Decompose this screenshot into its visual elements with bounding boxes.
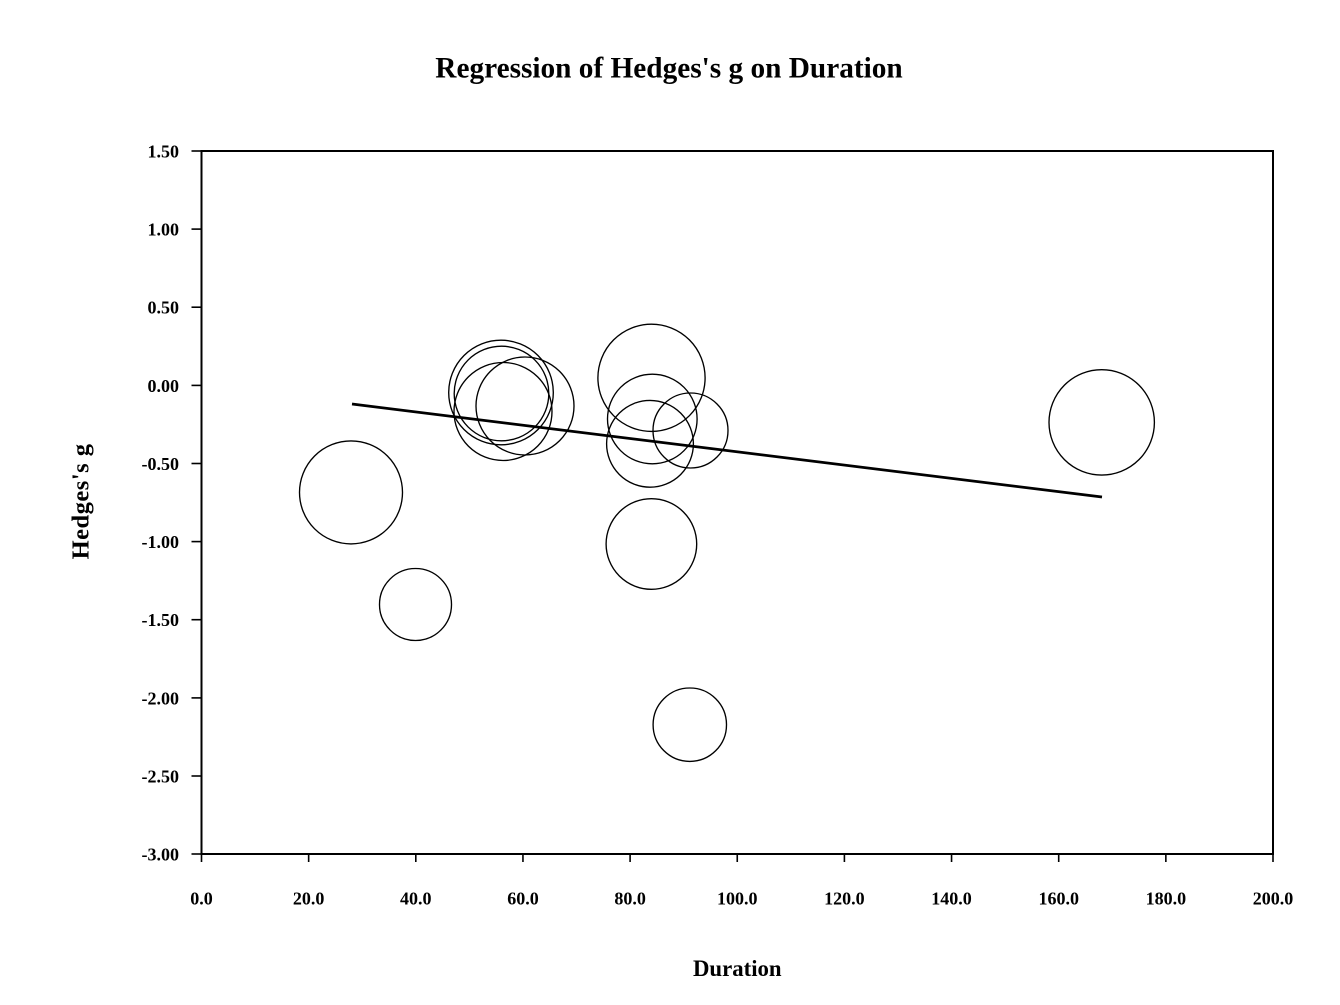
svg-text:1.00: 1.00 [148,220,180,240]
svg-text:200.0: 200.0 [1253,889,1294,909]
svg-text:0.50: 0.50 [148,298,180,318]
svg-text:Duration: Duration [693,956,782,981]
svg-text:160.0: 160.0 [1038,889,1079,909]
svg-text:180.0: 180.0 [1146,889,1187,909]
svg-text:0.00: 0.00 [148,376,180,396]
svg-text:100.0: 100.0 [717,889,758,909]
svg-text:1.50: 1.50 [148,142,180,162]
svg-text:140.0: 140.0 [931,889,972,909]
svg-text:Hedges's g: Hedges's g [68,443,95,559]
svg-text:0.0: 0.0 [190,889,213,909]
svg-text:80.0: 80.0 [614,889,646,909]
svg-text:40.0: 40.0 [400,889,432,909]
svg-text:120.0: 120.0 [824,889,865,909]
svg-text:Regression of Hedges's g on Du: Regression of Hedges's g on Duration [435,52,902,84]
svg-text:-2.50: -2.50 [142,767,180,787]
svg-text:-3.00: -3.00 [142,845,180,865]
svg-text:-2.00: -2.00 [142,688,180,708]
svg-text:-0.50: -0.50 [142,454,180,474]
svg-text:-1.00: -1.00 [142,532,180,552]
svg-text:60.0: 60.0 [507,889,539,909]
svg-text:-1.50: -1.50 [142,610,180,630]
svg-text:20.0: 20.0 [293,889,325,909]
